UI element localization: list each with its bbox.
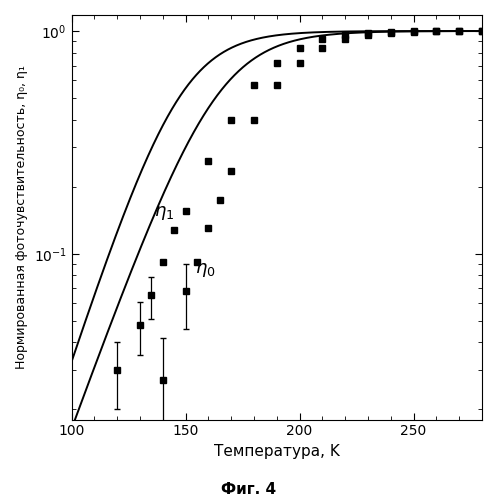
Text: Фиг. 4: Фиг. 4 <box>221 482 276 497</box>
Text: $\eta_1$: $\eta_1$ <box>154 204 174 222</box>
Y-axis label: Нормированная фоточувствительность, η₀, η₁: Нормированная фоточувствительность, η₀, … <box>15 65 28 369</box>
Text: $\eta_0$: $\eta_0$ <box>195 261 215 279</box>
X-axis label: Температура, K: Температура, K <box>214 444 340 459</box>
